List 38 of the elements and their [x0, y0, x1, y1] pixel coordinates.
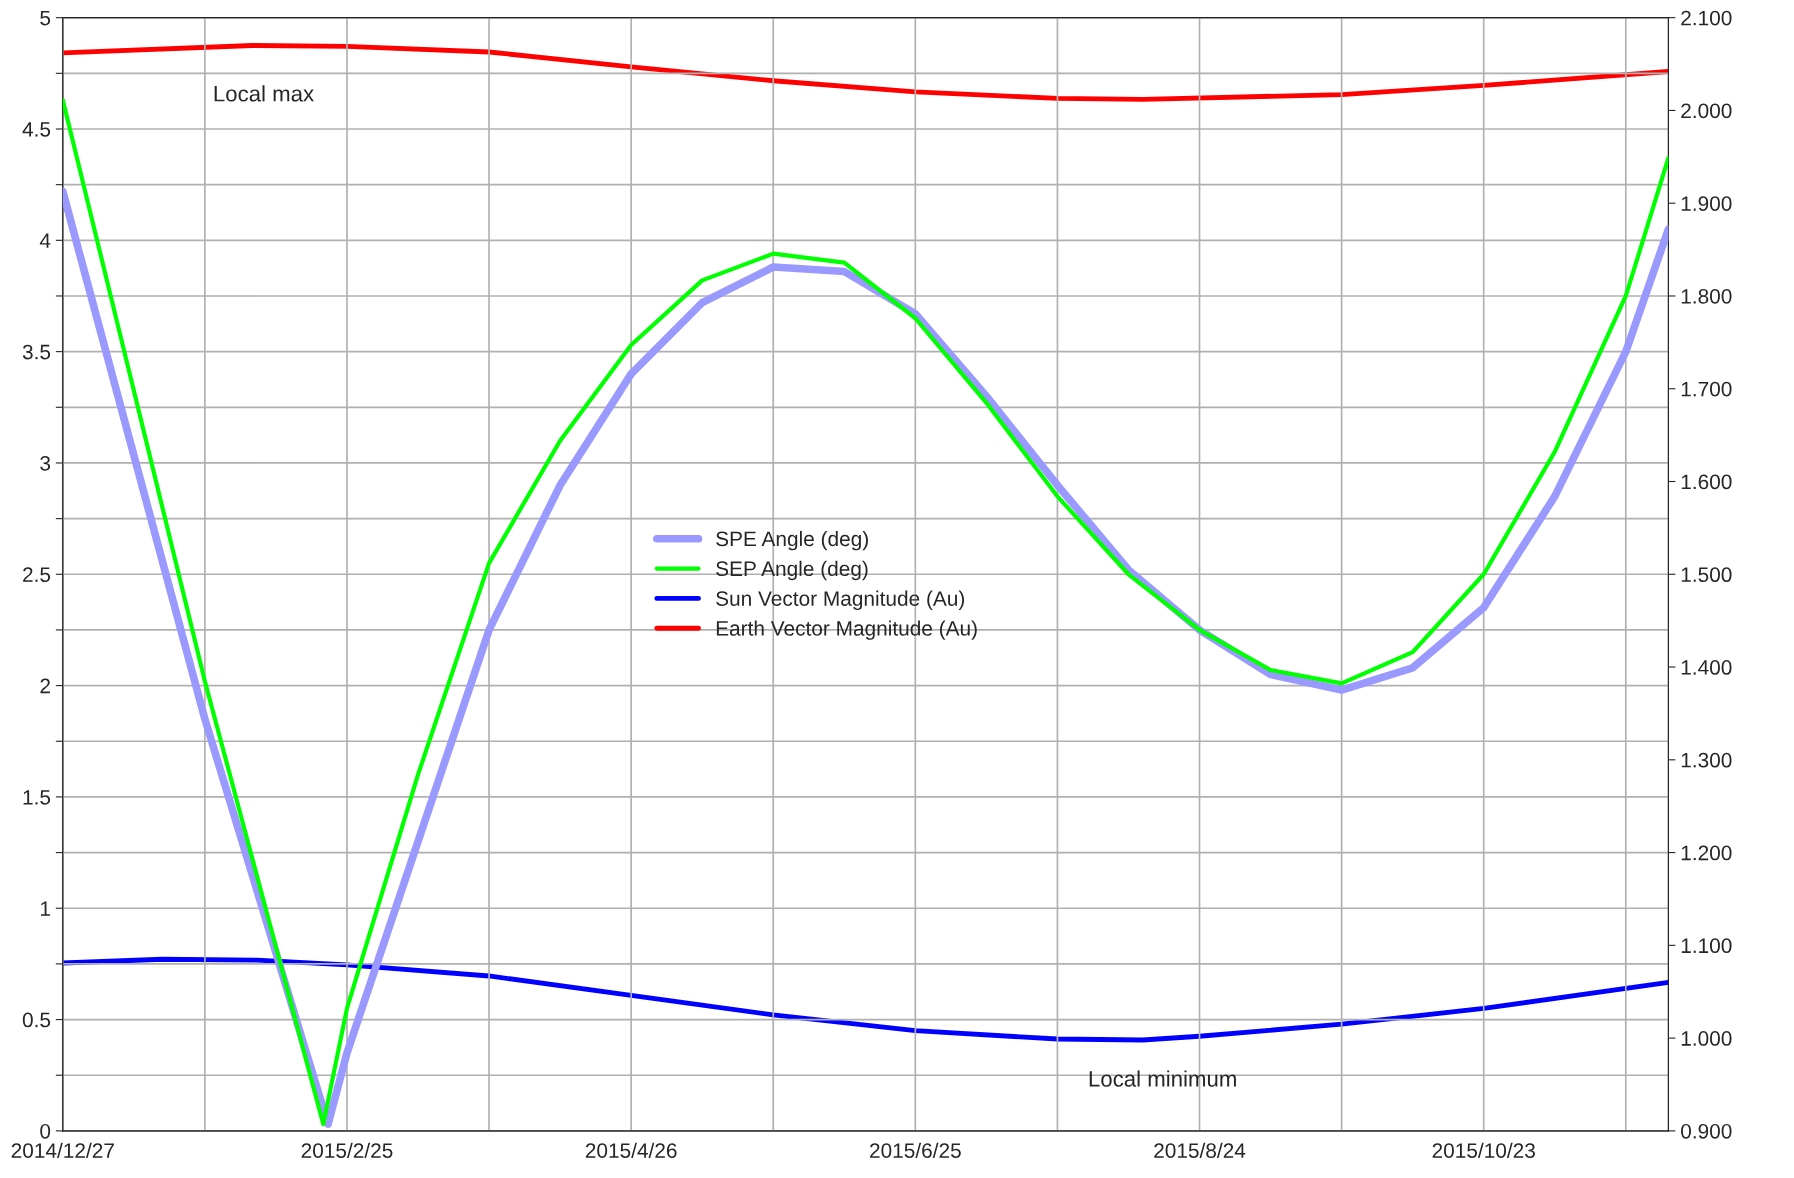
y-tick-label: 4.5: [22, 122, 51, 137]
y2-tick-label: 1.800: [1681, 288, 1732, 304]
x-tick-label: 2015/4/26: [585, 1142, 677, 1158]
y2-tick-label: 2.100: [1681, 10, 1732, 26]
y-tick-label: 2: [40, 678, 50, 694]
y2-tick-label: 0.900: [1681, 1123, 1732, 1139]
line-series: [62, 956, 1669, 1043]
y2-tick-label: 1.600: [1681, 474, 1732, 490]
x-tick-label: 2015/6/25: [870, 1142, 961, 1158]
legend-label: SEP Angle (deg): [716, 560, 868, 581]
y2-tick-label: 1.200: [1681, 845, 1732, 861]
annotation: Local max: [214, 85, 314, 102]
y-tick-label: 1: [40, 901, 50, 916]
y2-tick-label: 1.500: [1681, 567, 1732, 583]
y2-tick-label: 2.000: [1681, 103, 1732, 119]
y2-tick-label: 1.300: [1681, 752, 1732, 768]
y2-tick-label: 1.100: [1681, 938, 1732, 954]
x-tick-label: 2014/12/27: [11, 1142, 114, 1158]
x-tick-label: 2015/2/25: [301, 1142, 393, 1158]
y-tick-label: 3: [40, 455, 51, 471]
y-tick-label: 4: [39, 233, 51, 248]
y2-tick-label: 1.900: [1681, 196, 1732, 211]
annotation: Local minimum: [1089, 1070, 1236, 1087]
y2-tick-label: 1.000: [1681, 1031, 1732, 1046]
y-tick-label: 5: [40, 10, 51, 26]
legend-label: Sun Vector Magnitude (Au): [716, 590, 965, 611]
y-tick-label: 0.5: [22, 1012, 51, 1028]
x-tick-label: 2015/8/24: [1154, 1142, 1246, 1158]
y-tick-label: 2.5: [23, 567, 51, 583]
y-tick-label: 0: [40, 1123, 51, 1139]
legend-label: SPE Angle (deg): [716, 530, 868, 551]
legend-label: Earth Vector Magnitude (Au): [716, 620, 977, 640]
y-tick-label: 1.5: [23, 790, 51, 805]
y2-tick-label: 1.400: [1681, 660, 1732, 675]
x-tick-label: 2015/10/23: [1432, 1142, 1535, 1158]
line-series: [62, 43, 1669, 102]
y-tick-label: 3.5: [22, 344, 51, 360]
y2-tick-label: 1.700: [1681, 381, 1732, 397]
